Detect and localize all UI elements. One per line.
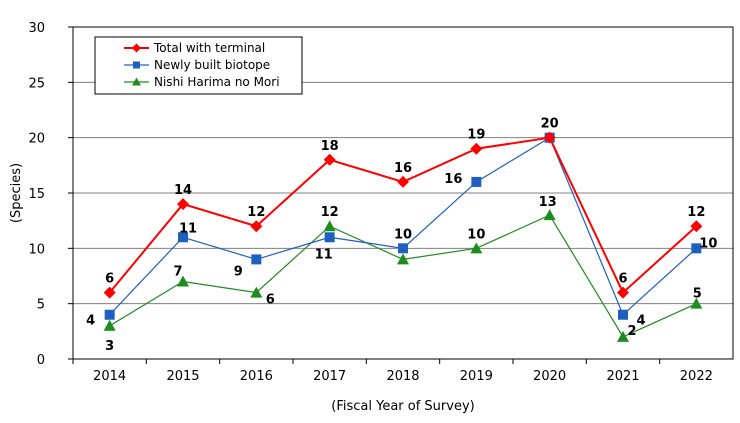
data-label: 4 [86, 314, 95, 329]
data-point [691, 243, 702, 254]
data-label: 18 [321, 139, 339, 154]
y-tick-label: 30 [28, 21, 45, 36]
data-label: 14 [174, 183, 192, 198]
y-tick-label: 20 [28, 132, 45, 147]
data-point [103, 319, 116, 331]
data-point [397, 175, 409, 188]
data-label: 16 [444, 172, 462, 187]
data-point [617, 286, 629, 299]
data-label: 5 [693, 287, 702, 302]
data-label: 10 [699, 236, 717, 251]
data-point [177, 198, 189, 211]
data-label: 9 [234, 264, 243, 279]
data-point [471, 176, 482, 187]
data-point [178, 232, 188, 243]
data-label: 10 [394, 227, 412, 242]
data-point [103, 286, 116, 299]
data-label: 20 [541, 117, 559, 132]
data-point [397, 253, 409, 265]
legend-label: Newly built biotope [154, 58, 270, 72]
x-tick-label: 2020 [533, 369, 566, 384]
data-point [543, 131, 556, 144]
data-label: 6 [266, 293, 275, 308]
data-label: 4 [636, 314, 645, 329]
legend: Total with terminal Newly built biotope Ni… [94, 36, 303, 95]
y-tick-label: 10 [28, 242, 45, 257]
x-tick-label: 2014 [93, 369, 126, 384]
y-tick-label: 0 [37, 353, 45, 368]
legend-label: Nishi Harima no Mori [154, 75, 280, 89]
series-layer [103, 131, 703, 342]
data-label: 12 [321, 205, 339, 220]
legend-marker [132, 43, 141, 53]
data-point [398, 243, 408, 254]
legend-marker [133, 61, 140, 69]
data-label: 11 [179, 221, 197, 236]
y-tick-label: 25 [28, 76, 45, 91]
y-tick-label: 15 [28, 187, 45, 202]
data-point [470, 142, 483, 155]
data-label: 11 [315, 247, 333, 262]
data-point [690, 297, 703, 309]
data-point [690, 220, 703, 233]
data-label: 7 [173, 265, 182, 280]
data-point [250, 286, 263, 298]
x-tick-label: 2015 [166, 369, 199, 384]
data-point [470, 242, 483, 254]
data-point [177, 275, 189, 287]
x-tick-label: 2021 [606, 369, 639, 384]
legend-label: Total with terminal [153, 41, 265, 55]
data-point [323, 220, 336, 232]
x-tick-label: 2017 [313, 369, 346, 384]
x-tick-label: 2022 [680, 369, 713, 384]
data-label: 2 [627, 324, 636, 339]
x-tick-label: 2019 [460, 369, 493, 384]
legend-marker [132, 77, 141, 86]
grid-lines [73, 81, 733, 305]
data-label: 3 [105, 339, 114, 354]
data-point [251, 254, 262, 265]
x-axis-ticks: 2014 2015 2016 2017 2018 2019 2020 2021 2022 [72, 359, 713, 384]
data-label: 12 [247, 205, 265, 220]
y-axis-title: (Species) [9, 163, 24, 223]
data-point [323, 153, 336, 166]
data-labels: 6 14 12 18 16 19 20 6 12 4 11 9 11 10 16 4 10 3 7 6 12 10 13 2 5 [86, 117, 717, 354]
data-label: 16 [394, 161, 412, 176]
data-point [617, 330, 629, 342]
data-point [250, 220, 263, 233]
x-tick-label: 2018 [386, 369, 419, 384]
data-label: 19 [467, 128, 485, 143]
data-label: 6 [618, 272, 627, 287]
x-axis-title: (Fiscal Year of Survey) [331, 399, 474, 414]
data-point [104, 309, 115, 320]
data-point [543, 209, 556, 221]
data-point [618, 309, 628, 320]
data-label: 13 [539, 195, 557, 210]
data-point [324, 232, 335, 243]
y-tick-label: 5 [37, 298, 45, 313]
data-label: 12 [687, 205, 705, 220]
x-tick-label: 2016 [240, 369, 273, 384]
y-axis-ticks: 0 5 10 15 20 25 30 [28, 21, 73, 368]
data-label: 10 [467, 227, 485, 242]
data-label: 6 [105, 272, 114, 287]
